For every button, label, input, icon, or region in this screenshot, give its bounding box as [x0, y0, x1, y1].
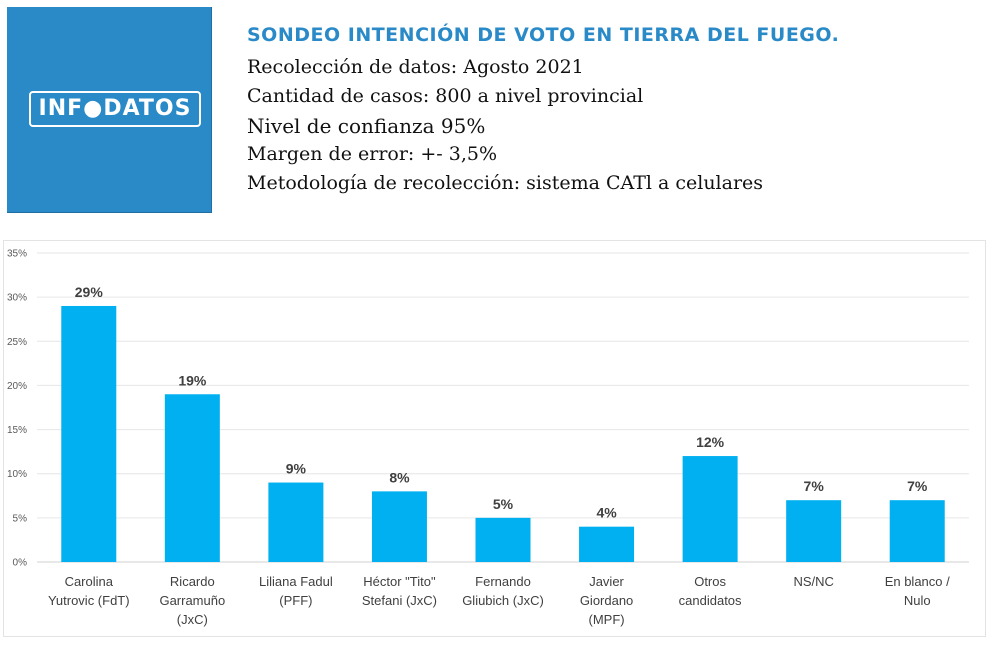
data-label: 7% — [907, 478, 928, 494]
category-label: Carolina — [65, 574, 114, 589]
category-label: Fernando — [475, 574, 531, 589]
bar — [164, 394, 220, 562]
logo-panel: INF●DATOS — [7, 7, 212, 213]
data-label: 29% — [75, 284, 104, 300]
category-label: NS/NC — [793, 574, 833, 589]
infodatos-logo: INF●DATOS — [29, 91, 201, 127]
category-label: Yutrovic (FdT) — [48, 593, 130, 608]
bar — [579, 526, 635, 562]
category-label: (PFF) — [279, 593, 312, 608]
info-methodology: Metodología de recolección: sistema CATl… — [247, 172, 764, 194]
category-label: Ricardo — [170, 574, 215, 589]
category-label: (MPF) — [589, 612, 625, 627]
category-label: En blanco / — [885, 574, 950, 589]
info-case-count: Cantidad de casos: 800 a nivel provincia… — [247, 85, 644, 107]
data-label: 4% — [596, 505, 617, 521]
data-label: 9% — [286, 461, 307, 477]
category-label: Javier — [589, 574, 624, 589]
data-label: 19% — [178, 372, 207, 388]
bar — [475, 517, 531, 562]
data-label: 12% — [696, 434, 725, 450]
info-margin-of-error: Margen de error: +- 3,5% — [247, 143, 498, 165]
survey-title: SONDEO INTENCIÓN DE VOTO EN TIERRA DEL F… — [247, 24, 840, 46]
category-label: Garramuño — [159, 593, 225, 608]
y-tick-label: 35% — [7, 249, 27, 260]
bar — [268, 482, 324, 562]
data-label: 7% — [804, 478, 825, 494]
y-tick-label: 20% — [7, 381, 27, 392]
y-tick-label: 30% — [7, 293, 27, 304]
category-label: Stefani (JxC) — [362, 593, 437, 608]
data-label: 8% — [389, 469, 410, 485]
category-label: Gliubich (JxC) — [462, 593, 544, 608]
category-label: Héctor "Tito" — [363, 574, 436, 589]
y-tick-label: 10% — [7, 469, 27, 480]
category-label: Otros — [694, 574, 726, 589]
y-tick-label: 15% — [7, 425, 27, 436]
y-tick-label: 0% — [13, 558, 28, 569]
bar — [61, 305, 117, 562]
bar — [786, 500, 842, 562]
y-tick-label: 25% — [7, 337, 27, 348]
category-label: Liliana Fadul — [259, 574, 333, 589]
info-confidence-level: Nivel de confianza 95% — [247, 114, 486, 138]
info-collection-date: Recolección de datos: Agosto 2021 — [247, 56, 584, 78]
bar — [371, 491, 427, 562]
category-label: Giordano — [580, 593, 633, 608]
category-label: (JxC) — [177, 612, 208, 627]
y-tick-label: 5% — [13, 513, 28, 524]
bar — [889, 500, 945, 562]
category-label: Nulo — [904, 593, 931, 608]
chart-frame — [3, 240, 986, 637]
data-label: 5% — [493, 496, 514, 512]
bar — [682, 456, 738, 562]
category-label: candidatos — [679, 593, 742, 608]
